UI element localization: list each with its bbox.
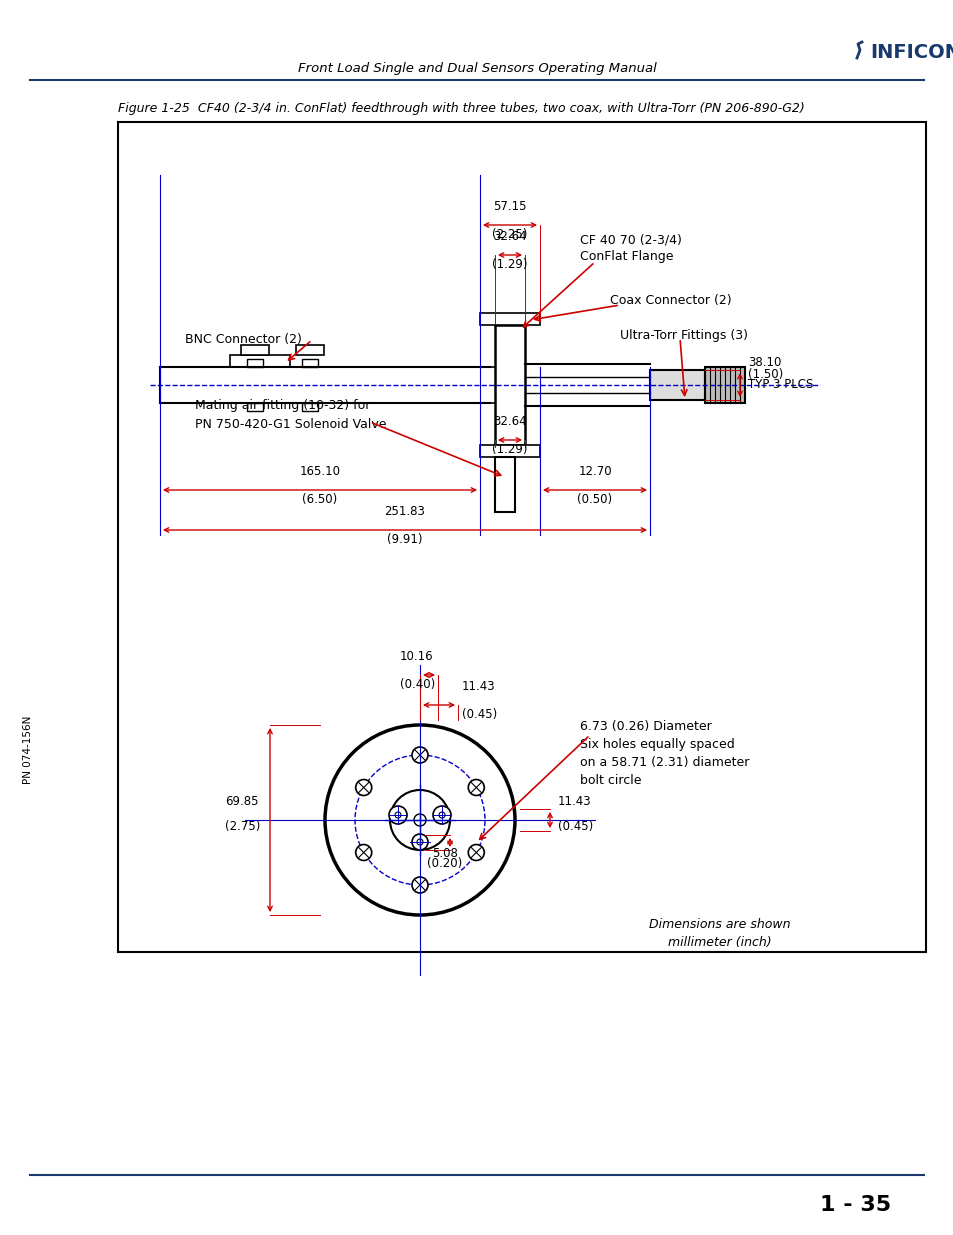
Text: 11.43: 11.43	[461, 680, 496, 693]
Bar	[241, 345, 269, 354]
Text: (1.29): (1.29)	[492, 443, 527, 456]
Text: Mating air fitting (10-32) for
PN 750-420-G1 Solenoid Valve: Mating air fitting (10-32) for PN 750-42…	[194, 399, 386, 431]
Bar	[495, 325, 524, 445]
Circle shape	[389, 806, 407, 824]
Text: (0.50): (0.50)	[577, 493, 612, 506]
Circle shape	[412, 877, 428, 893]
Circle shape	[414, 814, 426, 826]
Circle shape	[433, 806, 451, 824]
Text: (1.50): (1.50)	[747, 368, 782, 382]
Circle shape	[412, 747, 428, 763]
Circle shape	[438, 811, 444, 818]
Text: 5.08: 5.08	[432, 847, 457, 860]
Bar	[302, 359, 317, 367]
Text: (2.25): (2.25)	[492, 228, 527, 241]
Text: 38.10: 38.10	[747, 356, 781, 369]
Bar	[649, 370, 704, 400]
Text: 6.73 (0.26) Diameter
Six holes equally spaced
on a 58.71 (2.31) diameter
bolt ci: 6.73 (0.26) Diameter Six holes equally s…	[579, 720, 749, 787]
Text: 32.64: 32.64	[493, 415, 526, 429]
Text: (0.40): (0.40)	[399, 678, 435, 692]
Text: 11.43: 11.43	[558, 795, 591, 808]
Text: Figure 1-25  CF40 (2-3/4 in. ConFlat) feedthrough with three tubes, two coax, wi: Figure 1-25 CF40 (2-3/4 in. ConFlat) fee…	[118, 101, 804, 115]
Text: (1.29): (1.29)	[492, 258, 527, 270]
Bar	[295, 345, 324, 354]
Text: PN 074-156N: PN 074-156N	[23, 716, 33, 784]
Circle shape	[395, 811, 400, 818]
Text: 32.64: 32.64	[493, 230, 526, 243]
Circle shape	[390, 790, 450, 850]
Circle shape	[355, 845, 372, 861]
Circle shape	[325, 725, 515, 915]
Text: 69.85: 69.85	[225, 795, 258, 808]
Circle shape	[416, 839, 422, 845]
Bar	[302, 403, 317, 411]
Text: 10.16: 10.16	[399, 650, 434, 663]
Text: (0.20): (0.20)	[427, 857, 462, 869]
Text: 165.10: 165.10	[299, 466, 340, 478]
Circle shape	[468, 845, 484, 861]
Text: BNC Connector (2): BNC Connector (2)	[185, 333, 301, 347]
Text: CF 40 70 (2-3/4)
ConFlat Flange: CF 40 70 (2-3/4) ConFlat Flange	[579, 233, 681, 263]
Circle shape	[468, 779, 484, 795]
Bar	[479, 445, 539, 457]
Text: (2.75): (2.75)	[225, 820, 260, 832]
Text: (9.91): (9.91)	[387, 534, 422, 546]
Text: Ultra-Torr Fittings (3): Ultra-Torr Fittings (3)	[619, 329, 747, 342]
Text: Front Load Single and Dual Sensors Operating Manual: Front Load Single and Dual Sensors Opera…	[297, 62, 656, 74]
Text: 1 - 35: 1 - 35	[820, 1195, 890, 1215]
Circle shape	[355, 779, 372, 795]
Text: Dimensions are shown
millimeter (inch): Dimensions are shown millimeter (inch)	[649, 918, 790, 948]
Text: 57.15: 57.15	[493, 200, 526, 212]
Text: INFICON: INFICON	[869, 42, 953, 62]
Text: 12.70: 12.70	[578, 466, 611, 478]
Bar	[479, 312, 539, 325]
Text: 251.83: 251.83	[384, 505, 425, 517]
Bar	[495, 457, 515, 513]
Text: (0.45): (0.45)	[461, 708, 497, 721]
Bar	[247, 359, 263, 367]
Circle shape	[412, 834, 428, 850]
Text: (0.45): (0.45)	[558, 820, 593, 832]
Text: (6.50): (6.50)	[302, 493, 337, 506]
Bar	[247, 403, 263, 411]
Bar	[704, 367, 744, 403]
Text: TYP 3 PLCS: TYP 3 PLCS	[747, 378, 813, 391]
Bar	[230, 354, 290, 367]
Bar	[118, 122, 925, 952]
Text: Coax Connector (2): Coax Connector (2)	[609, 294, 731, 306]
